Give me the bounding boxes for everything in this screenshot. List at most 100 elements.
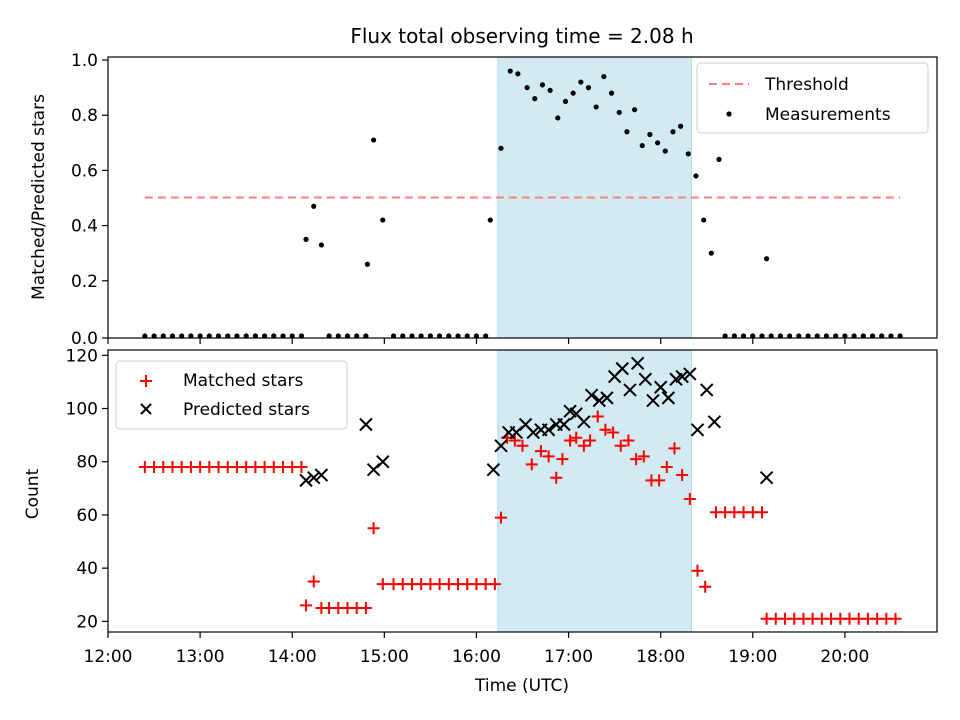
matched-star-point xyxy=(495,511,508,524)
measurement-point xyxy=(225,333,231,339)
measurements-legend-label: Measurements xyxy=(765,105,891,125)
measurement-point xyxy=(197,333,203,339)
measurement-point xyxy=(693,173,699,179)
measurement-point xyxy=(418,333,424,339)
predicted-star-point xyxy=(675,369,689,384)
matched-star-point xyxy=(556,453,569,466)
matched-star-point xyxy=(564,434,577,447)
measurement-point xyxy=(483,333,489,339)
measurement-point xyxy=(601,73,607,80)
matched-star-point xyxy=(307,575,320,588)
predicted-star-point xyxy=(759,470,774,485)
bottom-y-tick-label: 100 xyxy=(66,400,98,420)
matched-star-point xyxy=(584,434,597,447)
top-panel: 0.0 0.2 0.4 0.6 0.8 1.0 Matched/Predicted sta… xyxy=(29,51,938,349)
measurement-point xyxy=(678,123,684,129)
measurement-point xyxy=(311,203,317,209)
measurement-point xyxy=(731,333,737,339)
measurement-point xyxy=(498,145,504,151)
measurement-point xyxy=(390,333,397,339)
matched-star-point xyxy=(295,461,308,474)
measurement-point xyxy=(252,333,258,339)
matched-star-point xyxy=(676,469,689,482)
measurement-point xyxy=(354,333,360,339)
measurement-point xyxy=(160,333,166,339)
measurement-point xyxy=(370,137,377,143)
measurement-point xyxy=(608,90,615,96)
predicted-star-point xyxy=(646,393,660,408)
measurement-point xyxy=(188,333,194,339)
measurement-point xyxy=(179,333,185,339)
measurement-point xyxy=(437,333,443,339)
predicted-star-point xyxy=(359,417,373,432)
measurement-point xyxy=(805,333,811,339)
measurement-point xyxy=(570,90,576,96)
measurement-point xyxy=(759,333,765,339)
measurement-point xyxy=(400,333,406,339)
predicted-star-point xyxy=(494,439,508,453)
measurement-point xyxy=(763,256,770,262)
x-tick-label: 13:00 xyxy=(176,647,225,667)
x-tick-label: 20:00 xyxy=(820,647,869,667)
bottom-y-tick-label: 60 xyxy=(76,506,98,526)
measurement-point xyxy=(280,333,286,339)
measurement-point xyxy=(860,333,866,339)
predicted-star-point xyxy=(314,468,329,482)
predicted-star-point xyxy=(700,383,714,397)
count-points xyxy=(138,356,902,625)
measurement-point xyxy=(722,333,728,339)
measurement-point xyxy=(787,333,793,339)
top-chart-title: Flux total observing time = 2.08 h xyxy=(350,24,693,48)
measurement-point xyxy=(303,236,309,242)
x-tick-label: 19:00 xyxy=(728,647,777,667)
bottom-y-tick-label: 20 xyxy=(76,612,98,632)
matched-star-point xyxy=(534,445,547,458)
x-tick-label: 12:00 xyxy=(84,647,133,667)
measurement-point xyxy=(473,333,480,339)
measurement-point xyxy=(768,333,774,339)
measurement-point xyxy=(701,217,707,223)
predicted-star-point xyxy=(707,415,722,429)
measurement-point xyxy=(446,333,452,339)
matched-star-point xyxy=(660,461,673,474)
measurement-point xyxy=(814,333,820,339)
predicted-star-point xyxy=(299,473,313,488)
x-tick-label: 15:00 xyxy=(360,647,409,667)
measurements-legend-swatch xyxy=(726,111,732,117)
measurement-point xyxy=(169,333,176,339)
measurement-point xyxy=(298,333,305,339)
matched-star-point xyxy=(300,599,313,612)
predicted-star-point xyxy=(592,393,606,408)
bottom-panel: 20 40 60 80 100 120 12:00 13:00 14:00 15:00 16:00 1… xyxy=(23,346,938,696)
x-tick-label: 17:00 xyxy=(544,647,593,667)
measurement-point xyxy=(670,129,676,135)
bottom-axes-frame xyxy=(107,349,938,633)
matched-star-point xyxy=(542,450,555,463)
measurement-point xyxy=(685,151,691,157)
bottom-ticks: 20 40 60 80 100 120 12:00 13:00 14:00 15:00 16:00 1… xyxy=(66,346,870,667)
matched-star-point xyxy=(359,602,372,615)
top-y-tick-label: 0.6 xyxy=(71,161,98,181)
measurement-point xyxy=(750,333,756,339)
predicted-star-point xyxy=(486,463,501,477)
bottom-legend-box xyxy=(115,360,348,430)
predicted-star-point xyxy=(307,470,321,485)
matched-star-point xyxy=(699,580,712,593)
measurement-point xyxy=(344,333,351,339)
predicted-star-point xyxy=(690,423,705,437)
measurement-point xyxy=(555,115,561,121)
matched-star-point xyxy=(570,431,583,444)
matched-star-point xyxy=(367,522,380,535)
predicted-star-point xyxy=(623,383,637,397)
measurement-point xyxy=(261,333,268,339)
top-legend: Threshold Measurements xyxy=(696,62,929,134)
measurement-point xyxy=(455,333,461,339)
measurement-point xyxy=(585,85,592,91)
measurement-point xyxy=(897,333,903,339)
bottom-y-tick-label: 40 xyxy=(76,559,98,579)
measurement-point xyxy=(639,142,645,149)
measurement-point xyxy=(380,217,386,223)
measurement-point xyxy=(654,140,661,146)
top-legend-box xyxy=(696,62,929,134)
